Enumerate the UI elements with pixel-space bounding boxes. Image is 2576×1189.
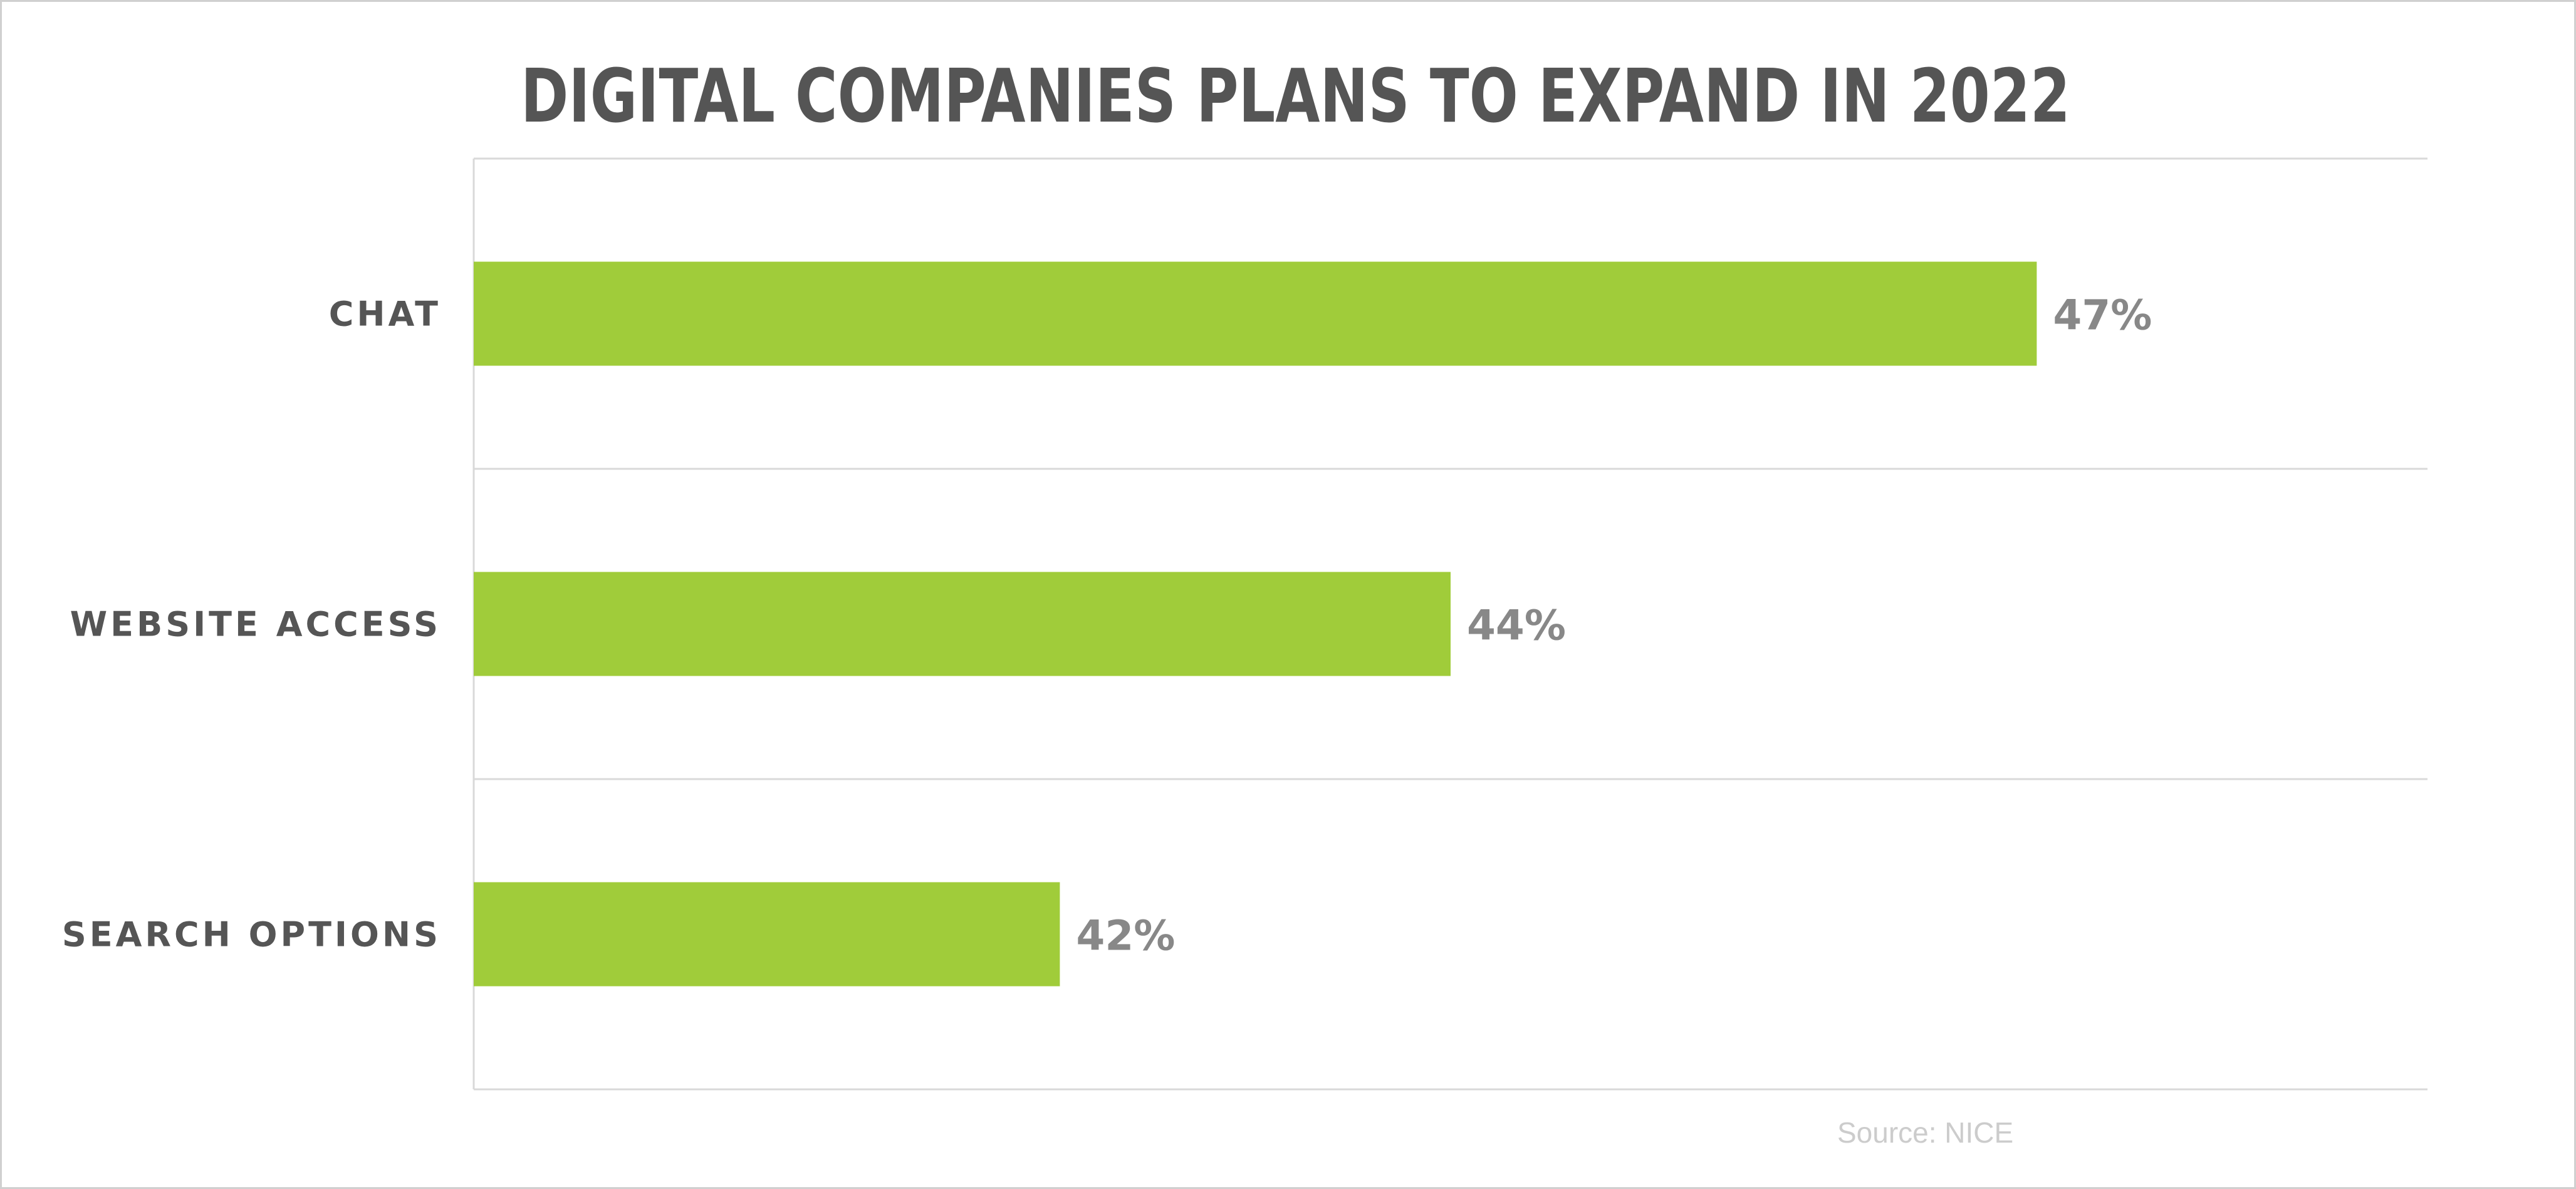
value-label: 44% — [1467, 601, 1566, 649]
category-label: WEBSITE ACCESS — [70, 604, 441, 644]
category-label: CHAT — [328, 294, 441, 333]
bar-search-options — [474, 882, 1060, 987]
bar-chat — [474, 261, 2037, 366]
value-label: 47% — [2053, 291, 2152, 339]
source-note: Source: NICE — [1837, 1116, 2014, 1149]
bar-website-access — [474, 572, 1451, 676]
chart-title: DIGITAL COMPANIES PLANS TO EXPAND IN 202… — [521, 53, 2070, 139]
category-label: SEARCH OPTIONS — [61, 914, 441, 954]
value-label: 42% — [1076, 911, 1176, 960]
